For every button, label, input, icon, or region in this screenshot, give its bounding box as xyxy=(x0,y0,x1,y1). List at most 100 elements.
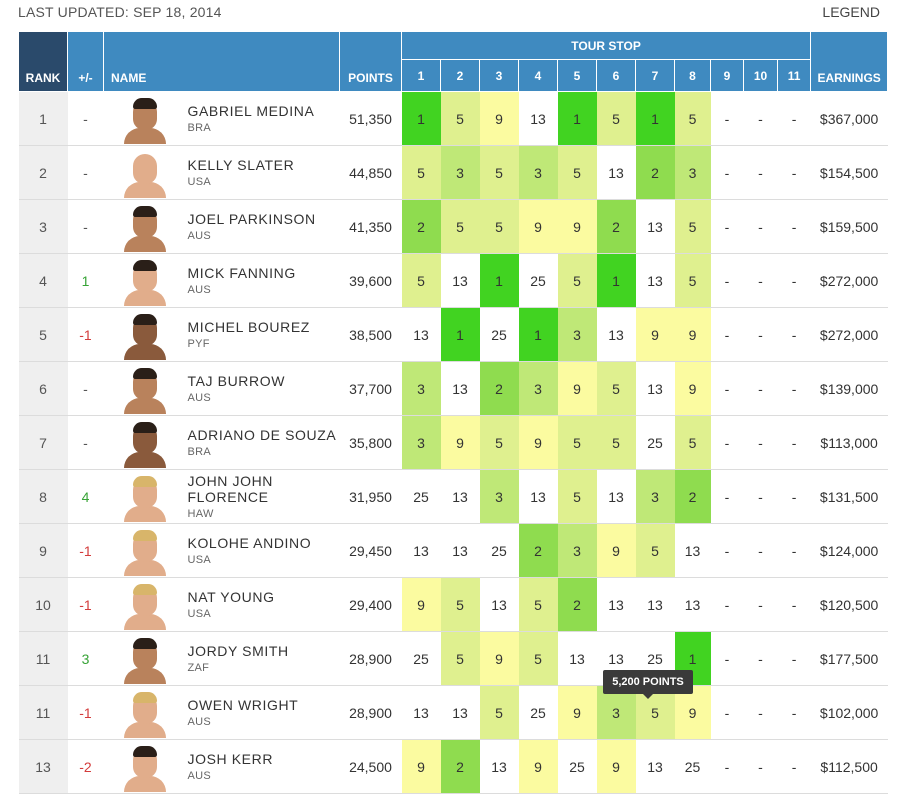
result-cell[interactable]: - xyxy=(710,91,744,146)
table-row[interactable]: 3- JOEL PARKINSON AUS 41,350 2 5 5 9 9 2 13 5- - - $15… xyxy=(18,199,888,254)
tour-stop-10-header[interactable]: 10 xyxy=(743,59,778,92)
surfer-cell[interactable]: JOSH KERR AUS xyxy=(103,739,340,794)
table-row[interactable]: 7- ADRIANO DE SOUZA BRA 35,800 3 9 5 9 5 5 25 5- - - $… xyxy=(18,415,888,470)
result-cell[interactable]: 2 xyxy=(557,577,597,632)
tour-stop-6-header[interactable]: 6 xyxy=(596,59,636,92)
surfer-cell[interactable]: JORDY SMITH ZAF xyxy=(103,631,340,686)
result-cell[interactable]: 13 xyxy=(635,739,675,794)
tour-stop-3-header[interactable]: 3 xyxy=(479,59,519,92)
result-cell[interactable]: 5 xyxy=(440,199,480,254)
surfer-name[interactable]: OWEN WRIGHT xyxy=(187,697,299,713)
result-cell[interactable]: 13 xyxy=(479,739,519,794)
table-row[interactable]: 9 -1 KOLOHE ANDINO USA 29,450 13 13 25 2 3 9 5 13- - -… xyxy=(18,523,888,578)
tour-stop-9-header[interactable]: 9 xyxy=(710,59,744,92)
result-cell[interactable]: - xyxy=(777,199,811,254)
result-cell[interactable]: 1 xyxy=(596,253,636,308)
result-cell[interactable]: 9 xyxy=(674,307,711,362)
result-cell[interactable]: - xyxy=(710,631,744,686)
result-cell[interactable]: - xyxy=(777,253,811,308)
result-cell[interactable]: 3 xyxy=(401,415,441,470)
result-cell[interactable]: - xyxy=(777,469,811,524)
result-cell[interactable]: - xyxy=(710,739,744,794)
result-cell[interactable]: - xyxy=(710,307,744,362)
surfer-name[interactable]: NAT YOUNG xyxy=(187,589,275,605)
table-row[interactable]: 2- KELLY SLATER USA 44,850 5 3 5 3 5 13 2 3- - - $154,… xyxy=(18,145,888,200)
result-cell[interactable]: 5 xyxy=(440,631,480,686)
result-cell[interactable]: - xyxy=(710,145,744,200)
result-cell[interactable]: 25 xyxy=(401,469,441,524)
result-cell[interactable]: - xyxy=(710,523,744,578)
result-cell[interactable]: - xyxy=(777,91,811,146)
surfer-name[interactable]: TAJ BURROW xyxy=(187,373,286,389)
surfer-name[interactable]: MICHEL BOUREZ xyxy=(187,319,310,335)
result-cell[interactable]: 9 xyxy=(518,415,558,470)
result-cell[interactable]: 5 xyxy=(557,469,597,524)
result-cell[interactable]: - xyxy=(743,469,778,524)
result-cell[interactable]: 1 xyxy=(518,307,558,362)
result-cell[interactable]: 9 xyxy=(557,685,597,740)
legend-link[interactable]: LEGEND xyxy=(822,4,880,20)
result-cell[interactable]: - xyxy=(743,91,778,146)
result-cell[interactable]: 9 xyxy=(557,361,597,416)
result-cell[interactable]: - xyxy=(710,253,744,308)
tour-stop-11-header[interactable]: 11 xyxy=(776,59,812,92)
result-cell[interactable]: 2 xyxy=(518,523,558,578)
result-cell[interactable]: 2 xyxy=(596,199,636,254)
result-cell[interactable]: 5 xyxy=(401,253,441,308)
result-cell[interactable]: - xyxy=(743,577,778,632)
result-cell[interactable]: 13 xyxy=(440,361,480,416)
result-cell[interactable]: 3 xyxy=(596,685,636,740)
result-cell[interactable]: 13 xyxy=(596,145,636,200)
surfer-name[interactable]: KOLOHE ANDINO xyxy=(187,535,312,551)
result-cell[interactable]: 13 xyxy=(596,577,636,632)
result-cell[interactable]: - xyxy=(710,685,744,740)
result-cell[interactable]: 5 xyxy=(401,145,441,200)
result-cell[interactable]: 25 xyxy=(518,253,558,308)
result-cell[interactable]: 5 xyxy=(479,145,519,200)
surfer-cell[interactable]: JOEL PARKINSON AUS xyxy=(103,199,340,254)
result-cell[interactable]: - xyxy=(777,631,811,686)
result-cell[interactable]: 9 xyxy=(596,523,636,578)
result-cell[interactable]: - xyxy=(777,739,811,794)
result-cell[interactable]: - xyxy=(743,199,778,254)
result-cell[interactable]: - xyxy=(743,685,778,740)
tour-stop-1-header[interactable]: 1 xyxy=(401,59,441,92)
surfer-cell[interactable]: OWEN WRIGHT AUS xyxy=(103,685,340,740)
result-cell[interactable]: 5 xyxy=(596,91,636,146)
result-cell[interactable]: 13 xyxy=(401,307,441,362)
result-cell[interactable]: 9 xyxy=(635,307,675,362)
result-cell[interactable]: 9 xyxy=(479,631,519,686)
result-cell[interactable]: - xyxy=(743,523,778,578)
result-cell[interactable]: 3 xyxy=(635,469,675,524)
surfer-name[interactable]: JOSH KERR xyxy=(187,751,274,767)
result-cell[interactable]: 13 xyxy=(518,91,558,146)
result-cell[interactable]: 13 xyxy=(674,577,711,632)
points-header[interactable]: POINTS xyxy=(339,31,402,92)
result-cell[interactable]: 3 xyxy=(674,145,711,200)
result-cell[interactable]: - xyxy=(777,577,811,632)
result-cell[interactable]: 5 xyxy=(479,199,519,254)
result-cell[interactable]: 25 xyxy=(479,307,519,362)
result-cell[interactable]: - xyxy=(777,685,811,740)
result-cell[interactable]: 13 xyxy=(635,577,675,632)
table-row[interactable]: 8 4 JOHN JOHN FLORENCE HAW 31,950 25 13 3 13 5 13 3… xyxy=(18,469,888,524)
result-cell[interactable]: 13 xyxy=(440,523,480,578)
result-cell[interactable]: - xyxy=(743,361,778,416)
surfer-cell[interactable]: KOLOHE ANDINO USA xyxy=(103,523,340,578)
tour-stop-2-header[interactable]: 2 xyxy=(440,59,480,92)
result-cell[interactable]: 9 xyxy=(596,739,636,794)
result-cell[interactable]: 3 xyxy=(440,145,480,200)
result-cell[interactable]: 13 xyxy=(596,469,636,524)
result-cell[interactable]: 5 xyxy=(479,415,519,470)
surfer-cell[interactable]: MICK FANNING AUS xyxy=(103,253,340,308)
result-cell[interactable]: 13 xyxy=(440,685,480,740)
result-cell[interactable]: 1 xyxy=(557,91,597,146)
result-cell[interactable]: 3 xyxy=(557,307,597,362)
table-row[interactable]: 4 1 MICK FANNING AUS 39,600 5 13 1 25 5 1 13 5- - - $27… xyxy=(18,253,888,308)
table-row[interactable]: 10 -1 NAT YOUNG USA 29,400 9 5 13 5 2 13 13 13- - - $12… xyxy=(18,577,888,632)
surfer-name[interactable]: GABRIEL MEDINA xyxy=(187,103,315,119)
table-row[interactable]: 6- TAJ BURROW AUS 37,700 3 13 2 3 9 5 13 9- - - $139,0… xyxy=(18,361,888,416)
result-cell[interactable]: - xyxy=(777,361,811,416)
result-cell[interactable]: 9 xyxy=(401,577,441,632)
table-row[interactable]: 1- GABRIEL MEDINA BRA 51,350 1 5 9 13 1 5 1 5- - - $36… xyxy=(18,91,888,146)
